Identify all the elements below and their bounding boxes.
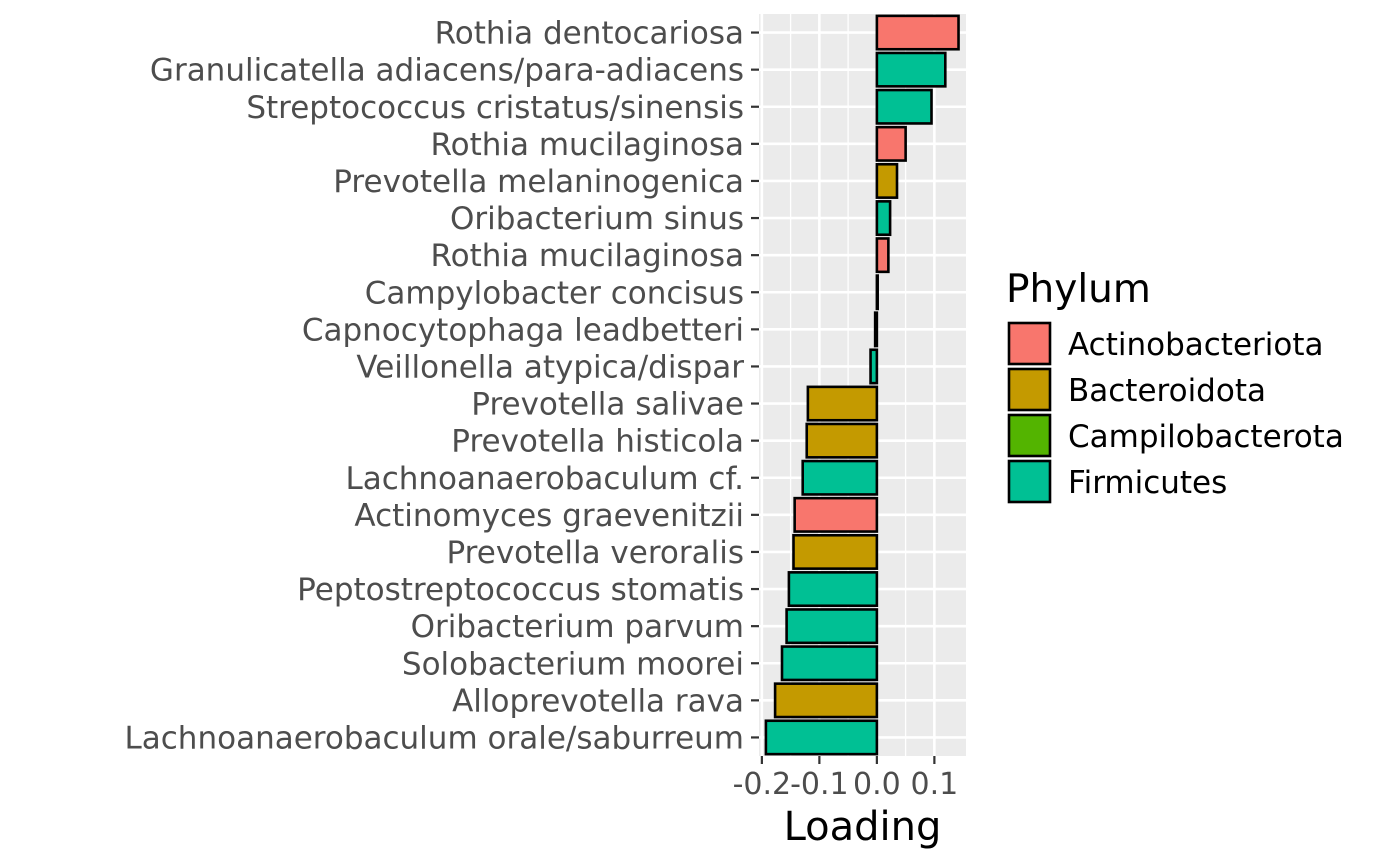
bars xyxy=(764,14,960,756)
x-axis-title: Loading xyxy=(784,804,942,850)
bar xyxy=(805,422,879,459)
bar xyxy=(875,51,947,88)
bar xyxy=(875,274,879,311)
y-tick-label: Rothia mucilaginosa xyxy=(430,127,744,163)
legend-key xyxy=(1007,459,1052,504)
y-tick-label: Capnocytophaga leadbetteri xyxy=(302,312,744,348)
y-tick-label: Prevotella veroralis xyxy=(447,535,744,571)
bar xyxy=(873,311,879,348)
bar xyxy=(793,496,879,533)
legend-key xyxy=(1007,367,1052,412)
bar xyxy=(780,645,879,682)
bar xyxy=(801,459,879,496)
y-tick-label: Peptostreptococcus stomatis xyxy=(297,572,744,608)
y-tick-label: Alloprevotella rava xyxy=(452,683,744,719)
bar xyxy=(773,682,879,719)
bar xyxy=(875,88,933,125)
y-tick-label: Prevotella histicola xyxy=(451,424,744,460)
bar xyxy=(787,571,879,608)
y-tick-label: Oribacterium parvum xyxy=(411,609,744,645)
y-tick-label: Veillonella atypica/dispar xyxy=(356,349,744,385)
y-tick-label: Rothia mucilaginosa xyxy=(430,238,744,274)
y-tick-label: Solobacterium moorei xyxy=(402,646,744,682)
legend-label: Actinobacteriota xyxy=(1068,327,1324,363)
y-tick-label: Lachnoanaerobaculum orale/saburreum xyxy=(125,720,745,756)
legend-label: Campilobacterota xyxy=(1068,419,1344,455)
x-tick-label: 0.1 xyxy=(911,767,959,802)
y-tick-label: Campylobacter concisus xyxy=(365,275,744,311)
y-tick-label: Rothia dentocariosa xyxy=(435,16,744,52)
bar xyxy=(806,385,879,422)
legend-key xyxy=(1007,413,1052,458)
x-tick-label: -0.1 xyxy=(790,767,849,802)
legend-label: Bacteroidota xyxy=(1068,373,1266,409)
legend: Phylum Actinobacteriota Bacteroidota Campi… xyxy=(1006,267,1344,504)
legend-title: Phylum xyxy=(1006,267,1151,312)
bar xyxy=(869,348,879,385)
bar xyxy=(875,200,892,237)
bar xyxy=(875,14,960,51)
y-tick-label: Streptococcus cristatus/sinensis xyxy=(246,90,744,126)
bar xyxy=(785,608,879,645)
y-tick-label: Prevotella melaninogenica xyxy=(333,164,744,200)
y-tick-label: Prevotella salivae xyxy=(471,387,744,423)
x-axis: -0.2-0.1 0.0 0.1 xyxy=(733,756,959,802)
y-tick-label: Oribacterium sinus xyxy=(450,201,744,237)
y-tick-label: Lachnoanaerobaculum cf. xyxy=(345,461,744,497)
bar xyxy=(764,719,879,756)
bar xyxy=(875,162,899,199)
y-tick-label: Actinomyces graevenitzii xyxy=(354,498,744,534)
legend-key xyxy=(1007,321,1052,366)
legend-label: Firmicutes xyxy=(1068,465,1227,501)
bar xyxy=(875,125,907,162)
bar xyxy=(792,533,879,570)
x-tick-label: 0.0 xyxy=(853,767,901,802)
x-tick-label: -0.2 xyxy=(733,767,792,802)
bar xyxy=(875,237,890,274)
y-tick-label: Granulicatella adiacens/para-adiacens xyxy=(150,53,744,89)
